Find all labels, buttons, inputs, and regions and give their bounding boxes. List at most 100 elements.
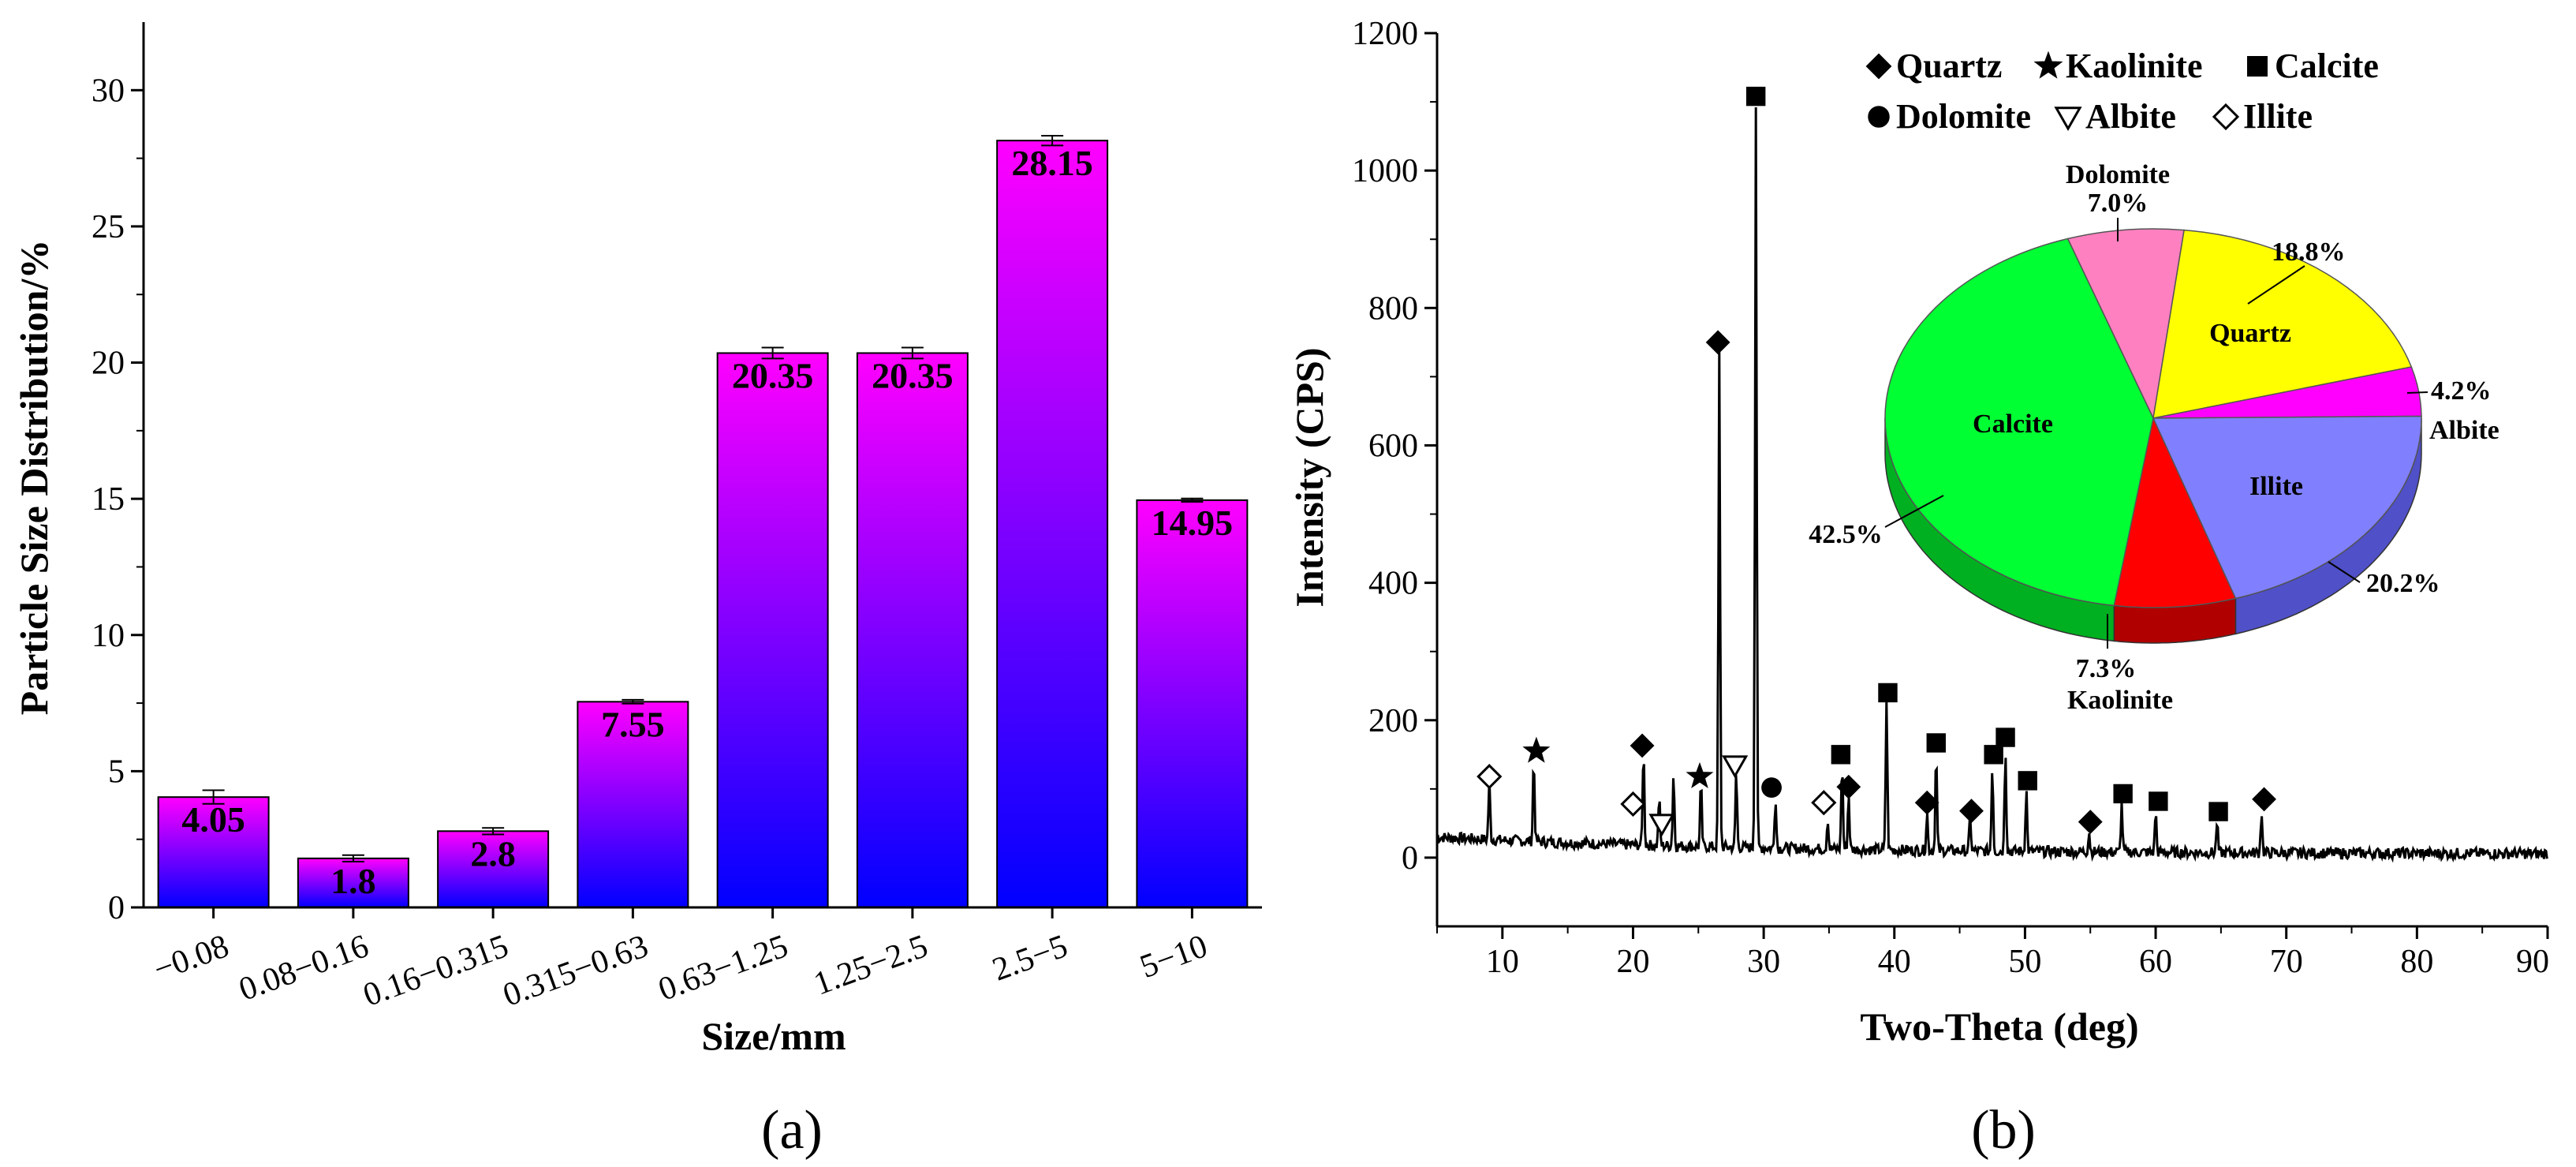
x-axis-label-a: Size/mm bbox=[701, 1014, 846, 1058]
x-tick-label: 0.315−0.63 bbox=[498, 928, 653, 1014]
diamond-marker bbox=[1959, 799, 1984, 824]
x-tick-label: 50 bbox=[2008, 944, 2041, 980]
y-axis-label-b: Intensity (CPS) bbox=[1287, 347, 1331, 607]
legend-label: Illite bbox=[2243, 97, 2313, 136]
legend: Quartz Kaolinite Calcite Dolomite Albite Illi… bbox=[1865, 47, 2379, 136]
bar bbox=[157, 796, 270, 908]
bar-value-label: 20.35 bbox=[872, 355, 954, 395]
pie-name-quartz: Quartz bbox=[2209, 319, 2291, 348]
bar-value-label: 1.8 bbox=[330, 861, 376, 901]
bar bbox=[716, 352, 829, 908]
diamond-marker bbox=[1914, 790, 1939, 815]
y-tick-label: 200 bbox=[1368, 703, 1418, 739]
x-axis-label-b: Two-Theta (deg) bbox=[1860, 1004, 2138, 1049]
y-tick-label: 15 bbox=[91, 481, 125, 518]
x-tick-label: 40 bbox=[1878, 944, 1911, 980]
pie-name-dolomite: Dolomite bbox=[2066, 160, 2170, 189]
square-marker bbox=[2247, 56, 2268, 77]
bar bbox=[856, 352, 969, 908]
diamond-marker bbox=[2252, 787, 2276, 812]
pie-slice-kaolinite bbox=[2113, 416, 2237, 608]
y-tick-label: 400 bbox=[1368, 566, 1418, 602]
legend-label: Dolomite bbox=[1896, 97, 2031, 136]
bar bbox=[1136, 499, 1249, 908]
diamond-open-marker bbox=[2212, 103, 2240, 131]
pie-name-illite: Illite bbox=[2249, 472, 2303, 501]
x-tick-label: 80 bbox=[2400, 944, 2433, 980]
bar-value-label: 28.15 bbox=[1011, 143, 1093, 183]
diamond-open-marker bbox=[1811, 790, 1837, 816]
pie-pct-quartz: 18.8% bbox=[2272, 238, 2346, 267]
x-tick-label: 0.63−1.25 bbox=[654, 928, 793, 1008]
square-marker bbox=[1831, 745, 1851, 765]
pie-leader-line bbox=[2406, 391, 2429, 394]
star-marker bbox=[1522, 736, 1551, 763]
y-tick-label: 1200 bbox=[1352, 16, 1418, 52]
pie-name-albite: Albite bbox=[2429, 416, 2499, 445]
y-tick-label: 0 bbox=[1402, 840, 1418, 877]
bar-value-label: 2.8 bbox=[470, 833, 516, 873]
x-tick-label: 1.25−2.5 bbox=[809, 928, 932, 1002]
y-tick-label: 25 bbox=[91, 209, 125, 245]
pie-pct-dolomite: 7.0% bbox=[2088, 189, 2149, 218]
square-marker bbox=[2113, 784, 2133, 804]
y-tick-label: 20 bbox=[91, 346, 125, 382]
pie-pct-illite: 20.2% bbox=[2366, 569, 2440, 598]
bar-value-label: 4.05 bbox=[181, 799, 245, 840]
pie-pct-kaolinite: 7.3% bbox=[2076, 654, 2137, 683]
y-axis-label-a: Particle Size Distribution/% bbox=[12, 240, 56, 716]
y-tick-label: 10 bbox=[91, 618, 125, 654]
square-marker bbox=[1926, 733, 1946, 753]
peak-markers bbox=[1477, 86, 2276, 837]
star-marker bbox=[2033, 50, 2063, 79]
bar-value-label: 20.35 bbox=[732, 355, 814, 395]
square-marker bbox=[1984, 745, 2003, 765]
circle-marker bbox=[1868, 106, 1890, 128]
x-tick-label: 0.16−0.315 bbox=[359, 928, 513, 1014]
triangle-marker bbox=[1722, 755, 1749, 779]
pie-slice-calcite bbox=[1884, 238, 2154, 607]
x-tick-label: 60 bbox=[2139, 944, 2172, 980]
diamond-open-marker bbox=[1477, 764, 1503, 790]
y-tick-label: 800 bbox=[1368, 290, 1418, 327]
y-tick-label: 5 bbox=[108, 754, 125, 790]
pie-name-kaolinite: Kaolinite bbox=[2067, 686, 2173, 715]
legend-label: Kaolinite bbox=[2066, 47, 2203, 85]
x-tick-label: 20 bbox=[1616, 944, 1649, 980]
square-marker bbox=[2018, 771, 2037, 791]
diamond-marker bbox=[2078, 810, 2103, 835]
diamond-marker bbox=[1865, 53, 1892, 80]
pie-leader-line bbox=[2247, 265, 2305, 305]
pie-slice-illite bbox=[2152, 415, 2422, 600]
xrd-pattern-line bbox=[1436, 107, 2548, 863]
x-tick-label: 0.08−0.16 bbox=[234, 928, 373, 1008]
pie-leader-line bbox=[2328, 561, 2361, 583]
circle-marker bbox=[1761, 777, 1782, 799]
x-tick-label: 70 bbox=[2270, 944, 2303, 980]
pie-leader-line bbox=[1884, 495, 1944, 528]
bar bbox=[437, 830, 550, 908]
legend-label: Quartz bbox=[1896, 47, 2002, 85]
x-tick-label: 10 bbox=[1486, 944, 1519, 980]
x-tick-label: −0.08 bbox=[149, 928, 233, 988]
square-marker bbox=[2208, 802, 2228, 821]
pie-pct-calcite: 42.5% bbox=[1809, 520, 1883, 549]
x-tick-label: 5−10 bbox=[1136, 928, 1212, 986]
bar-value-label: 7.55 bbox=[601, 704, 665, 744]
square-marker bbox=[1995, 728, 2015, 747]
y-tick-label: 0 bbox=[108, 890, 125, 926]
legend-label: Albite bbox=[2085, 97, 2176, 136]
triangle-marker bbox=[2054, 107, 2082, 132]
axes-b: 0 200 400 600 800 1000 1200 10 20 30 40 50 60 70 80 90 bbox=[1352, 16, 2549, 980]
diamond-marker bbox=[1705, 330, 1730, 355]
diamond-marker bbox=[1630, 733, 1655, 758]
square-marker bbox=[1878, 683, 1898, 703]
y-tick-label: 600 bbox=[1368, 428, 1418, 464]
bar-chart-panel: 4.05 1.8 2.8 7.55 20.35 20.35 28.15 14.95 −0.08… bbox=[12, 22, 1262, 1161]
panel-label-a: (a) bbox=[761, 1100, 823, 1161]
y-tick-label: 30 bbox=[91, 73, 125, 109]
diamond-marker bbox=[1836, 774, 1861, 799]
